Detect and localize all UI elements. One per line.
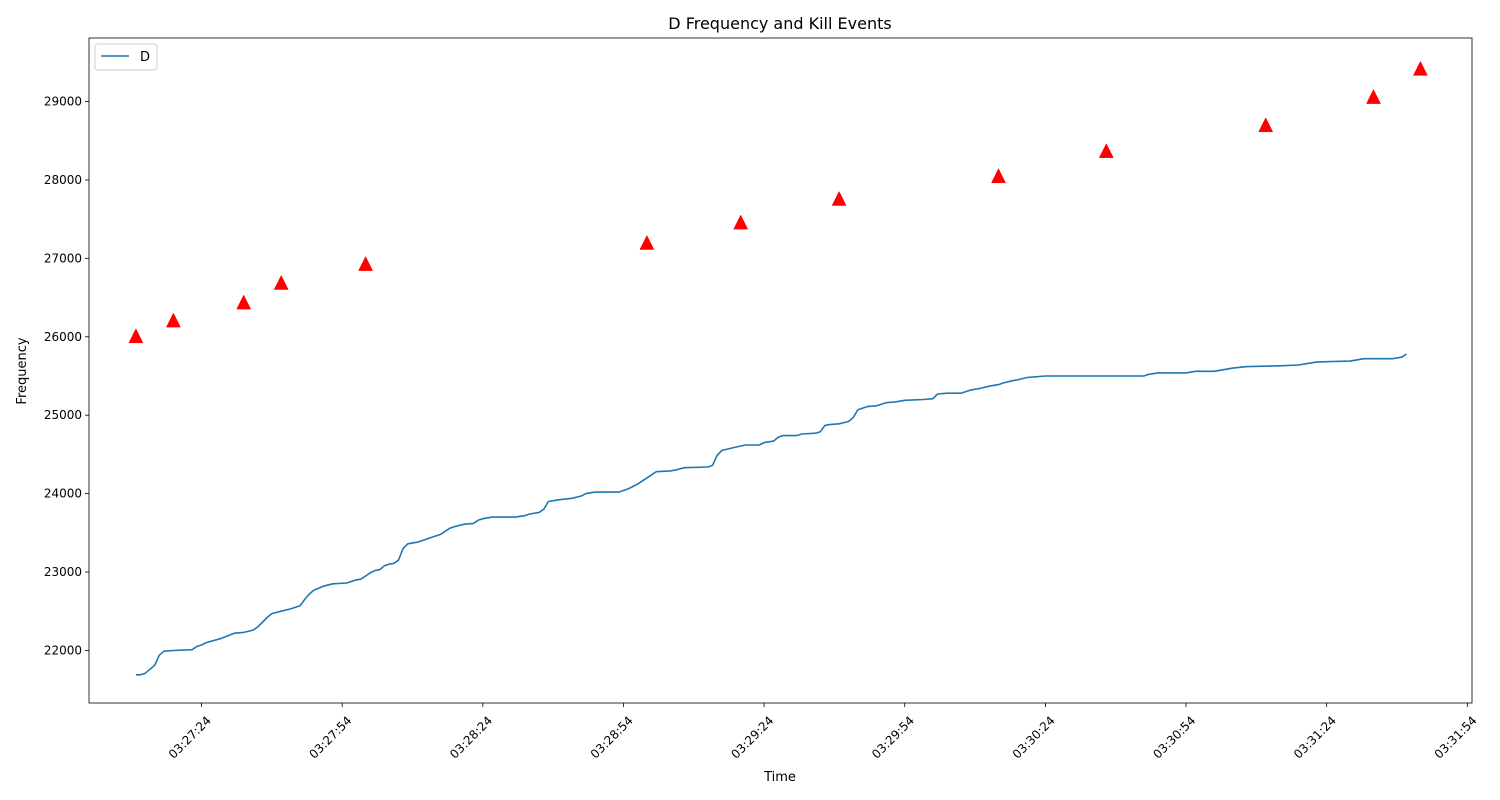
y-tick-label: 22000	[44, 643, 82, 657]
kill-event-marker	[128, 328, 144, 344]
kill-event-marker	[273, 274, 289, 290]
y-tick-label: 25000	[44, 408, 82, 422]
kill-event-marker	[165, 312, 181, 328]
y-axis: 22000 23000 24000 25000 26000 27000 28000 29000	[44, 95, 89, 657]
legend: D	[94, 43, 158, 71]
y-tick-label: 29000	[44, 95, 82, 109]
plot-frame	[88, 37, 1473, 704]
kill-event-marker	[1098, 143, 1114, 158]
kill-event-marker	[639, 234, 655, 250]
kill-event-marker	[1412, 60, 1428, 76]
kill-event-marker	[991, 168, 1006, 184]
kill-event-marker	[1258, 117, 1274, 133]
y-tick-label: 26000	[44, 330, 82, 344]
kill-event-marker	[358, 256, 374, 271]
legend-box	[94, 43, 158, 71]
y-tick-label: 27000	[44, 251, 82, 265]
marker-layer	[128, 60, 1428, 344]
x-axis-title: Time	[763, 770, 796, 785]
legend-label-d: D	[140, 50, 150, 65]
series-layer	[135, 353, 1407, 676]
series-line-d	[135, 353, 1407, 676]
kill-event-marker	[236, 294, 252, 310]
chart-title: D Frequency and Kill Events	[668, 14, 891, 33]
y-tick-label: 23000	[44, 565, 82, 579]
kill-event-marker	[1366, 89, 1381, 104]
y-axis-title: Frequency	[15, 337, 30, 404]
y-tick-label: 24000	[44, 487, 82, 501]
plot-area	[89, 38, 1472, 703]
kill-event-marker	[831, 190, 847, 206]
y-tick-label: 28000	[44, 173, 82, 187]
kill-event-marker	[733, 214, 749, 230]
